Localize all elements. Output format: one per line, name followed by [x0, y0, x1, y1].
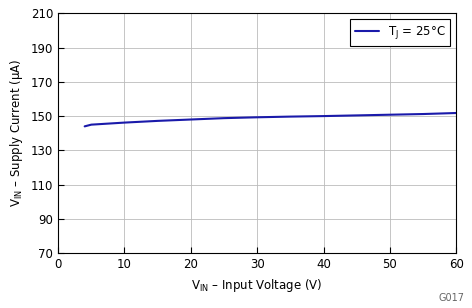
- $T_J$ = 25°C: [88, 123, 94, 127]
- Legend: $T_J$ = 25°C: $T_J$ = 25°C: [350, 19, 450, 46]
- $T_J$ = 25°C: [354, 114, 360, 117]
- Y-axis label: $V_{IN}$ – Supply Current (μA): $V_{IN}$ – Supply Current (μA): [8, 59, 25, 207]
- $T_J$ = 25°C: [387, 113, 393, 116]
- Line: $T_J$ = 25°C: $T_J$ = 25°C: [84, 113, 456, 126]
- $T_J$ = 25°C: [122, 121, 127, 124]
- $T_J$ = 25°C: [420, 112, 426, 116]
- $T_J$ = 25°C: [221, 116, 227, 120]
- $T_J$ = 25°C: [155, 119, 160, 123]
- $T_J$ = 25°C: [454, 111, 459, 115]
- X-axis label: $V_{IN}$ – Input Voltage (V): $V_{IN}$ – Input Voltage (V): [192, 277, 323, 294]
- $T_J$ = 25°C: [287, 115, 293, 119]
- $T_J$ = 25°C: [82, 124, 87, 128]
- $T_J$ = 25°C: [188, 118, 194, 121]
- $T_J$ = 25°C: [254, 116, 260, 119]
- $T_J$ = 25°C: [320, 114, 326, 118]
- Text: G017: G017: [439, 294, 465, 303]
